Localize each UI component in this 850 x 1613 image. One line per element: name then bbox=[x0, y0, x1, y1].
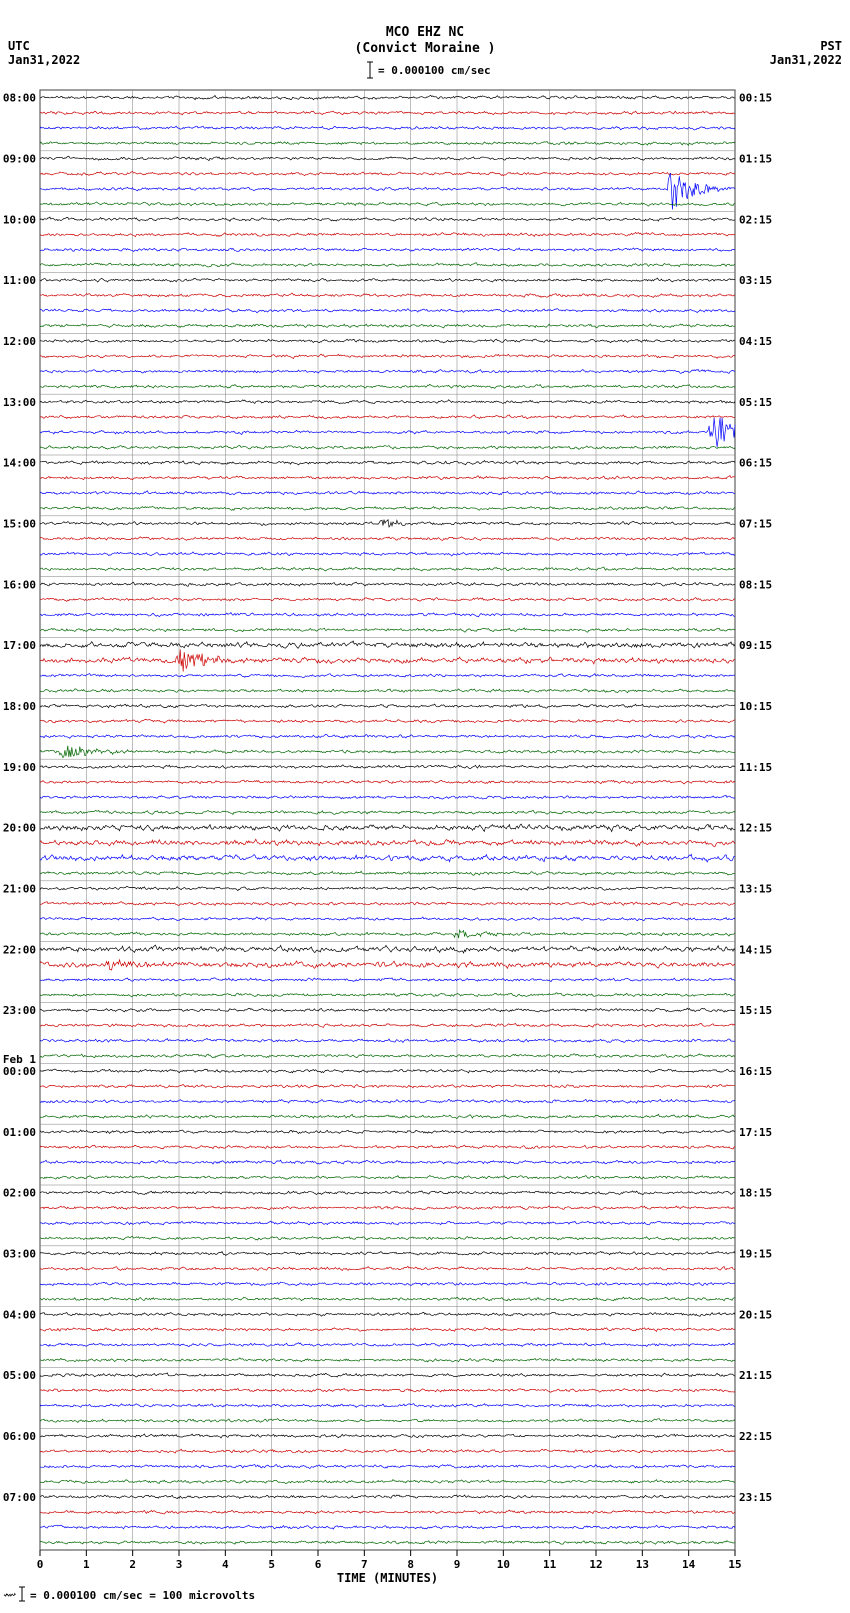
utc-time-label: 15:00 bbox=[3, 517, 36, 530]
pst-time-label: 13:15 bbox=[739, 882, 772, 895]
pst-time-label: 21:15 bbox=[739, 1369, 772, 1382]
pst-time-label: 09:15 bbox=[739, 639, 772, 652]
x-tick-label: 12 bbox=[589, 1558, 602, 1571]
pst-time-label: 15:15 bbox=[739, 1004, 772, 1017]
seismogram-chart: MCO EHZ NC(Convict Moraine ) = 0.000100 c… bbox=[0, 0, 850, 1613]
utc-time-label: 19:00 bbox=[3, 761, 36, 774]
x-tick-label: 8 bbox=[407, 1558, 414, 1571]
pst-time-label: 10:15 bbox=[739, 700, 772, 713]
x-tick-label: 1 bbox=[83, 1558, 90, 1571]
pst-time-label: 18:15 bbox=[739, 1187, 772, 1200]
pst-time-label: 02:15 bbox=[739, 213, 772, 226]
utc-time-label: 02:00 bbox=[3, 1187, 36, 1200]
utc-label: UTC bbox=[8, 39, 30, 53]
pst-time-label: 01:15 bbox=[739, 152, 772, 165]
pst-time-label: 00:15 bbox=[739, 92, 772, 105]
utc-time-label: 09:00 bbox=[3, 152, 36, 165]
utc-time-label: 23:00 bbox=[3, 1004, 36, 1017]
x-tick-label: 11 bbox=[543, 1558, 557, 1571]
pst-date: Jan31,2022 bbox=[770, 53, 842, 67]
x-tick-label: 3 bbox=[176, 1558, 183, 1571]
x-tick-label: 9 bbox=[454, 1558, 461, 1571]
utc-time-label: 00:00 bbox=[3, 1065, 36, 1078]
x-tick-label: 4 bbox=[222, 1558, 229, 1571]
pst-time-label: 12:15 bbox=[739, 822, 772, 835]
pst-time-label: 16:15 bbox=[739, 1065, 772, 1078]
utc-time-label: 06:00 bbox=[3, 1430, 36, 1443]
x-tick-label: 10 bbox=[497, 1558, 510, 1571]
pst-time-label: 11:15 bbox=[739, 761, 772, 774]
utc-time-label: 04:00 bbox=[3, 1308, 36, 1321]
station-title: MCO EHZ NC bbox=[386, 25, 464, 40]
x-tick-label: 2 bbox=[129, 1558, 136, 1571]
utc-time-label: 05:00 bbox=[3, 1369, 36, 1382]
utc-time-label: 17:00 bbox=[3, 639, 36, 652]
utc-time-label: 12:00 bbox=[3, 335, 36, 348]
footer-scale-label: = 0.000100 cm/sec = 100 microvolts bbox=[30, 1589, 255, 1602]
x-tick-label: 15 bbox=[728, 1558, 741, 1571]
date-change-label: Feb 1 bbox=[3, 1053, 36, 1066]
x-tick-label: 7 bbox=[361, 1558, 368, 1571]
pst-time-label: 08:15 bbox=[739, 578, 772, 591]
scale-label: = 0.000100 cm/sec bbox=[378, 64, 491, 77]
pst-time-label: 03:15 bbox=[739, 274, 772, 287]
location-title: (Convict Moraine ) bbox=[355, 41, 496, 56]
x-tick-label: 6 bbox=[315, 1558, 322, 1571]
x-tick-label: 13 bbox=[636, 1558, 649, 1571]
x-axis-label: TIME (MINUTES) bbox=[337, 1571, 438, 1585]
pst-time-label: 23:15 bbox=[739, 1491, 772, 1504]
pst-time-label: 14:15 bbox=[739, 943, 772, 956]
pst-time-label: 17:15 bbox=[739, 1126, 772, 1139]
utc-time-label: 10:00 bbox=[3, 213, 36, 226]
pst-time-label: 22:15 bbox=[739, 1430, 772, 1443]
pst-time-label: 07:15 bbox=[739, 517, 772, 530]
utc-time-label: 03:00 bbox=[3, 1247, 36, 1260]
pst-time-label: 04:15 bbox=[739, 335, 772, 348]
utc-time-label: 21:00 bbox=[3, 882, 36, 895]
utc-date: Jan31,2022 bbox=[8, 53, 80, 67]
utc-time-label: 22:00 bbox=[3, 943, 36, 956]
utc-time-label: 01:00 bbox=[3, 1126, 36, 1139]
utc-time-label: 07:00 bbox=[3, 1491, 36, 1504]
utc-time-label: 08:00 bbox=[3, 92, 36, 105]
pst-label: PST bbox=[820, 39, 842, 53]
pst-time-label: 20:15 bbox=[739, 1308, 772, 1321]
x-tick-label: 5 bbox=[268, 1558, 275, 1571]
pst-time-label: 06:15 bbox=[739, 457, 772, 470]
x-tick-label: 14 bbox=[682, 1558, 696, 1571]
x-tick-label: 0 bbox=[37, 1558, 44, 1571]
pst-time-label: 19:15 bbox=[739, 1247, 772, 1260]
utc-time-label: 20:00 bbox=[3, 822, 36, 835]
utc-time-label: 13:00 bbox=[3, 396, 36, 409]
utc-time-label: 14:00 bbox=[3, 457, 36, 470]
utc-time-label: 18:00 bbox=[3, 700, 36, 713]
utc-time-label: 11:00 bbox=[3, 274, 36, 287]
utc-time-label: 16:00 bbox=[3, 578, 36, 591]
pst-time-label: 05:15 bbox=[739, 396, 772, 409]
